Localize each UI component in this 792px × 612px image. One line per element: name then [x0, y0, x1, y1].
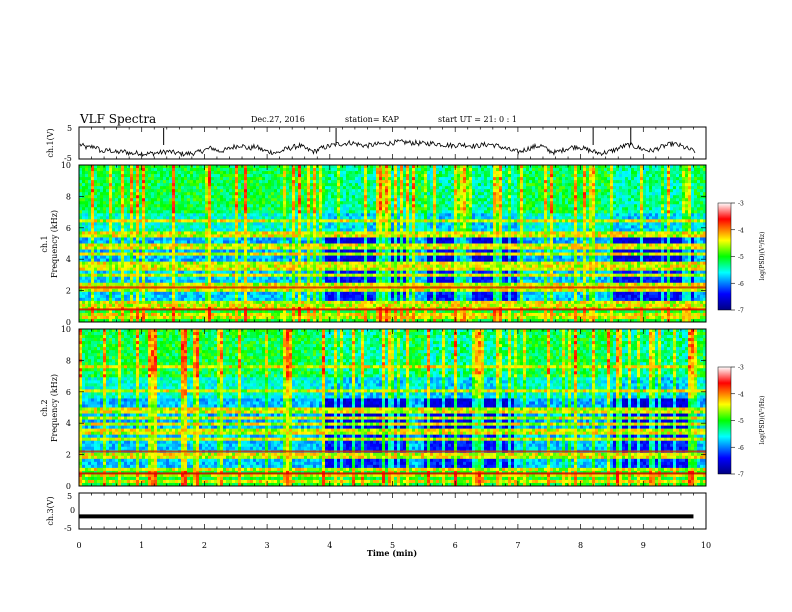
ch1-voltage-trace: [79, 128, 696, 158]
x-tick-label: 0: [76, 541, 81, 550]
x-tick-label: 10: [701, 541, 711, 550]
ch2-frequency-axis-label: Frequency (kHz): [50, 374, 59, 442]
frequency-tick-label: 0: [66, 318, 71, 327]
colorbar-tick-label: -5: [738, 418, 744, 425]
frequency-tick-label: 8: [66, 192, 71, 201]
figure-title: VLF Spectra: [79, 112, 156, 126]
ch2-panel-label: ch.2: [40, 399, 49, 416]
ch2-colorbar: -3 -4 -5 -6 -7 log(PSD)(V²/Hz): [717, 365, 766, 479]
ch1-voltage-axis-label: ch.1(V): [46, 128, 55, 157]
ch2-colorbar-label: log(PSD)(V²/Hz): [759, 396, 766, 445]
frequency-tick-label: 2: [66, 287, 71, 296]
x-axis-label: Time (min): [367, 548, 417, 558]
colorbar-tick-label: -4: [738, 227, 744, 234]
x-tick-label: 9: [641, 541, 646, 550]
colorbar-tick-label: -6: [738, 281, 744, 288]
colorbar-tick-label: -4: [738, 391, 744, 398]
x-tick-label: 1: [139, 541, 144, 550]
ch2-spectrogram-panel: 0 2 4 6 8 10 ch.2 Frequency (kHz): [40, 325, 707, 491]
frequency-tick-label: 4: [66, 255, 71, 264]
colorbar-tick-label: -7: [738, 308, 744, 315]
date-label: Dec.27, 2016: [251, 115, 305, 124]
start-time-label: start UT = 21: 0 : 1: [438, 115, 517, 124]
frequency-tick-label: 0: [66, 482, 71, 491]
ch1-colorbar: -3 -4 -5 -6 -7 log(PSD)(V²/Hz): [717, 201, 766, 315]
x-tick-label: 2: [202, 541, 207, 550]
colorbar-tick-label: -3: [738, 201, 744, 208]
ch3-voltage-ytick-minus5: -5: [64, 524, 72, 533]
ch1-voltage-line: [79, 138, 696, 158]
x-tick-label: 7: [515, 541, 520, 550]
ch1-voltage-ytick-minus5: -5: [64, 154, 72, 163]
station-label: station= KAP: [345, 115, 400, 124]
ch3-voltage-axis-label: ch.3(V): [46, 496, 55, 525]
ch1-panel-label: ch.1: [40, 235, 49, 252]
ch1-frequency-axis-label: Frequency (kHz): [50, 210, 59, 278]
frequency-tick-label: 6: [66, 388, 71, 397]
colorbar-tick-label: -3: [738, 365, 744, 372]
ch3-voltage-ytick-5: 5: [67, 492, 72, 501]
ch1-spectrogram-panel: 0 2 4 6 8 10 ch.1 Frequency (kHz): [40, 161, 707, 327]
ch1-spectrogram-image: [79, 165, 707, 323]
frequency-tick-label: 2: [66, 451, 71, 460]
x-axis-tick-labels: 0 1 2 3 4 5 6 7 8 9 10: [76, 541, 711, 550]
frequency-tick-label: 10: [61, 325, 71, 334]
ch1-colorbar-label: log(PSD)(V²/Hz): [759, 232, 766, 281]
x-tick-label: 8: [578, 541, 583, 550]
ch1-voltage-ytick-5: 5: [67, 124, 72, 133]
colorbar-tick-label: -6: [738, 445, 744, 452]
ch1-voltage-panel: 5 -5 ch.1(V): [46, 124, 707, 163]
frequency-tick-label: 4: [66, 419, 71, 428]
colorbar-tick-label: -7: [738, 472, 744, 479]
x-tick-label: 6: [453, 541, 458, 550]
ch2-spectrogram-image: [79, 329, 707, 487]
x-tick-label: 4: [327, 541, 332, 550]
frequency-tick-label: 10: [61, 161, 71, 170]
frequency-tick-label: 6: [66, 224, 71, 233]
x-tick-label: 5: [390, 541, 395, 550]
colorbar-tick-label: -5: [738, 254, 744, 261]
frequency-tick-label: 8: [66, 356, 71, 365]
ch3-voltage-ytick-0: 0: [70, 506, 75, 515]
x-tick-label: 3: [265, 541, 270, 550]
ch3-voltage-panel: 5 0 -5 ch.3(V): [46, 492, 707, 533]
